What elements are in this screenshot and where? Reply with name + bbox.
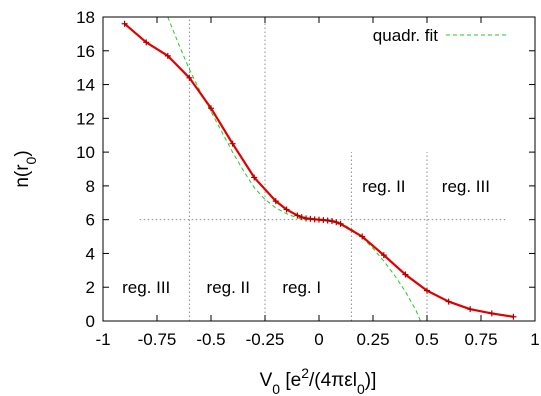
region-annotations: reg. III reg. II reg. I reg. II reg. III bbox=[122, 177, 490, 297]
tick-labels: -1 -0.75 -0.5 -0.25 0 0.25 0.5 0.75 102468101214… bbox=[76, 8, 540, 349]
data-point bbox=[298, 214, 305, 221]
x-tick-label: 1 bbox=[530, 330, 539, 349]
series-line-quadr-fit bbox=[167, 16, 421, 322]
legend: quadr. fit bbox=[373, 26, 506, 45]
x-tick-label: -0.75 bbox=[138, 330, 177, 349]
data-point bbox=[337, 220, 344, 227]
region-label: reg. II bbox=[207, 278, 250, 297]
data-point bbox=[333, 219, 340, 226]
data-point bbox=[272, 198, 279, 205]
data-point bbox=[424, 287, 430, 294]
data-point bbox=[445, 298, 452, 305]
y-tick-label: 16 bbox=[76, 42, 95, 61]
data-point bbox=[510, 313, 517, 320]
y-tick-label: 2 bbox=[86, 278, 95, 297]
region-label: reg. III bbox=[442, 177, 490, 196]
region-label: reg. I bbox=[282, 278, 321, 297]
data-point bbox=[143, 39, 150, 46]
data-point bbox=[294, 212, 301, 219]
data-point bbox=[402, 271, 409, 278]
y-tick-label: 8 bbox=[86, 177, 95, 196]
x-tick-label: -1 bbox=[95, 330, 110, 349]
x-axis-title: V0 [e2/(4πεl0)] bbox=[260, 365, 377, 396]
x-tick-label: 0 bbox=[314, 330, 323, 349]
axis-ticks bbox=[102, 16, 536, 322]
legend-label: quadr. fit bbox=[373, 26, 438, 45]
x-tick-label: -0.25 bbox=[246, 330, 285, 349]
y-tick-label: 4 bbox=[86, 244, 95, 263]
data-point bbox=[380, 252, 387, 259]
plot-frame bbox=[102, 16, 536, 322]
data-point bbox=[283, 206, 290, 213]
data-point bbox=[328, 218, 335, 225]
data-point bbox=[251, 174, 258, 181]
y-axis-title: n(r0) bbox=[12, 150, 39, 187]
data-point bbox=[186, 74, 193, 81]
series-line-data bbox=[123, 22, 514, 318]
y-tick-label: 12 bbox=[76, 109, 95, 128]
data-point bbox=[359, 233, 366, 240]
region-label: reg. III bbox=[122, 278, 170, 297]
region-label: reg. II bbox=[362, 177, 405, 196]
data-point bbox=[164, 52, 171, 59]
y-tick-label: 10 bbox=[76, 143, 95, 162]
x-tick-label: 0.25 bbox=[356, 330, 389, 349]
x-tick-label: 0.5 bbox=[415, 330, 439, 349]
data-point bbox=[121, 20, 128, 27]
y-tick-label: 18 bbox=[76, 8, 95, 27]
x-tick-label: 0.75 bbox=[464, 330, 497, 349]
series-layer bbox=[121, 16, 517, 322]
data-point bbox=[229, 140, 236, 147]
y-tick-label: 14 bbox=[76, 76, 95, 95]
data-point bbox=[208, 105, 214, 112]
y-tick-label: 0 bbox=[86, 312, 95, 331]
data-point bbox=[467, 306, 474, 313]
reference-lines bbox=[139, 17, 507, 321]
x-tick-label: -0.5 bbox=[196, 330, 225, 349]
data-point bbox=[488, 310, 495, 317]
y-tick-label: 6 bbox=[86, 211, 95, 230]
